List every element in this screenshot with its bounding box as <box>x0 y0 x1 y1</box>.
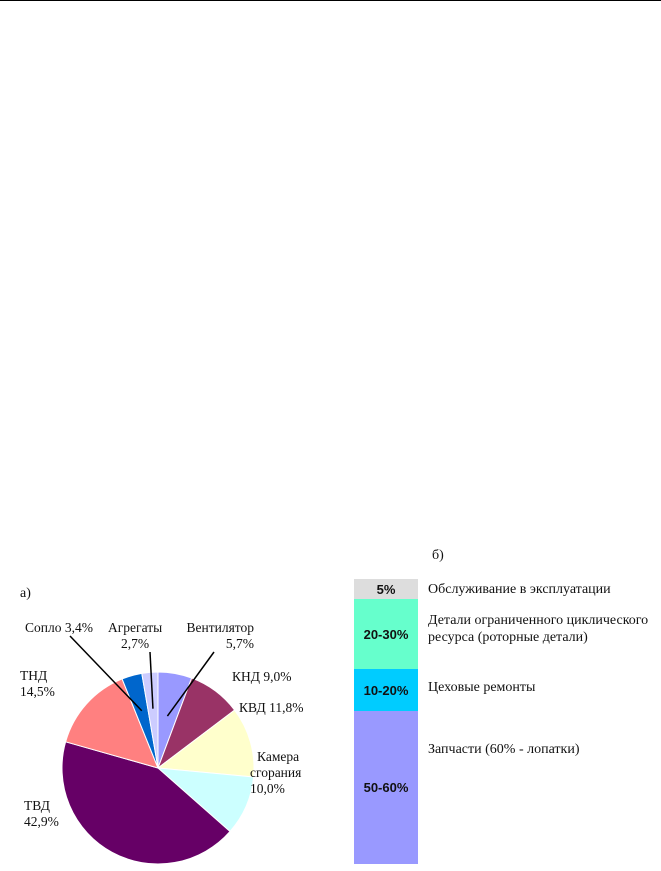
aggregates-percent: 2,7% <box>121 636 150 651</box>
segment-life-limited: 20-30% <box>354 599 418 669</box>
leader-line-nozzle <box>69 635 143 712</box>
top-rule <box>0 0 661 1</box>
lpc-percent: 9,0% <box>263 669 292 684</box>
pie-slice-hpt <box>61 741 231 865</box>
slice-label-hpt: ТВД 42,9% <box>24 798 59 830</box>
slice-label-hpc: КВД 11,8% <box>239 700 303 716</box>
combustor-label-line2: сгорания <box>250 765 302 780</box>
nozzle-percent: 3,4% <box>64 620 93 635</box>
slice-label-fan: Вентилятор 5,7% <box>180 620 254 652</box>
slice-label-nozzle: Сопло 3,4% <box>25 620 93 636</box>
segment-maintenance: 5% <box>354 579 418 599</box>
slice-label-lpt: ТНД 14,5% <box>20 668 55 700</box>
lpt-label: ТНД <box>20 668 48 683</box>
hpc-percent: 11,8% <box>269 700 304 715</box>
segment-maintenance-text: Обслуживание в эксплуатации <box>428 582 611 597</box>
leader-line-fan <box>166 651 215 717</box>
pie-slice-lpt <box>65 678 159 769</box>
segment-spare-parts-text: Запчасти (60% - лопатки) <box>428 742 580 757</box>
fan-label: Вентилятор <box>186 620 254 635</box>
leader-line-aggregates <box>149 651 154 709</box>
nozzle-label: Сопло <box>25 620 62 635</box>
slice-label-lpc: КНД 9,0% <box>232 669 291 685</box>
segment-shop-repair-text: Цеховые ремонты <box>428 680 536 695</box>
lpc-label: КНД <box>232 669 260 684</box>
hpt-percent: 42,9% <box>24 814 59 829</box>
combustor-percent: 10,0% <box>250 781 285 796</box>
segment-shop-repair-value: 10-20% <box>363 682 409 698</box>
segment-spare-parts-value: 50-60% <box>363 780 409 795</box>
slice-label-aggregates: Агрегаты 2,7% <box>108 620 162 652</box>
pie-slice-hpc <box>156 709 255 778</box>
segment-shop-repair: 10-20% <box>354 669 418 711</box>
hpt-label: ТВД <box>24 798 50 813</box>
panel-a-label: а) <box>20 586 31 601</box>
aggregates-label: Агрегаты <box>108 620 163 635</box>
pie-slice-aggregates <box>141 671 159 769</box>
segment-life-limited-line2: ресурса (роторные детали) <box>428 630 588 645</box>
panel-b-label: б) <box>432 548 444 563</box>
combustor-label-line1: Камера <box>257 749 300 764</box>
segment-life-limited-text: Детали ограниченного циклического ресурс… <box>428 612 648 646</box>
hpc-label: КВД <box>239 700 266 715</box>
fan-percent: 5,7% <box>225 636 254 651</box>
segment-life-limited-line1: Детали ограниченного циклического <box>428 613 649 628</box>
segment-spare-parts: 50-60% <box>354 711 418 864</box>
segment-life-limited-value: 20-30% <box>363 626 409 642</box>
slice-label-combustor: Камера сгорания 10,0% <box>250 749 301 797</box>
segment-maintenance-value: 5% <box>376 581 396 597</box>
lpt-percent: 14,5% <box>20 684 55 699</box>
